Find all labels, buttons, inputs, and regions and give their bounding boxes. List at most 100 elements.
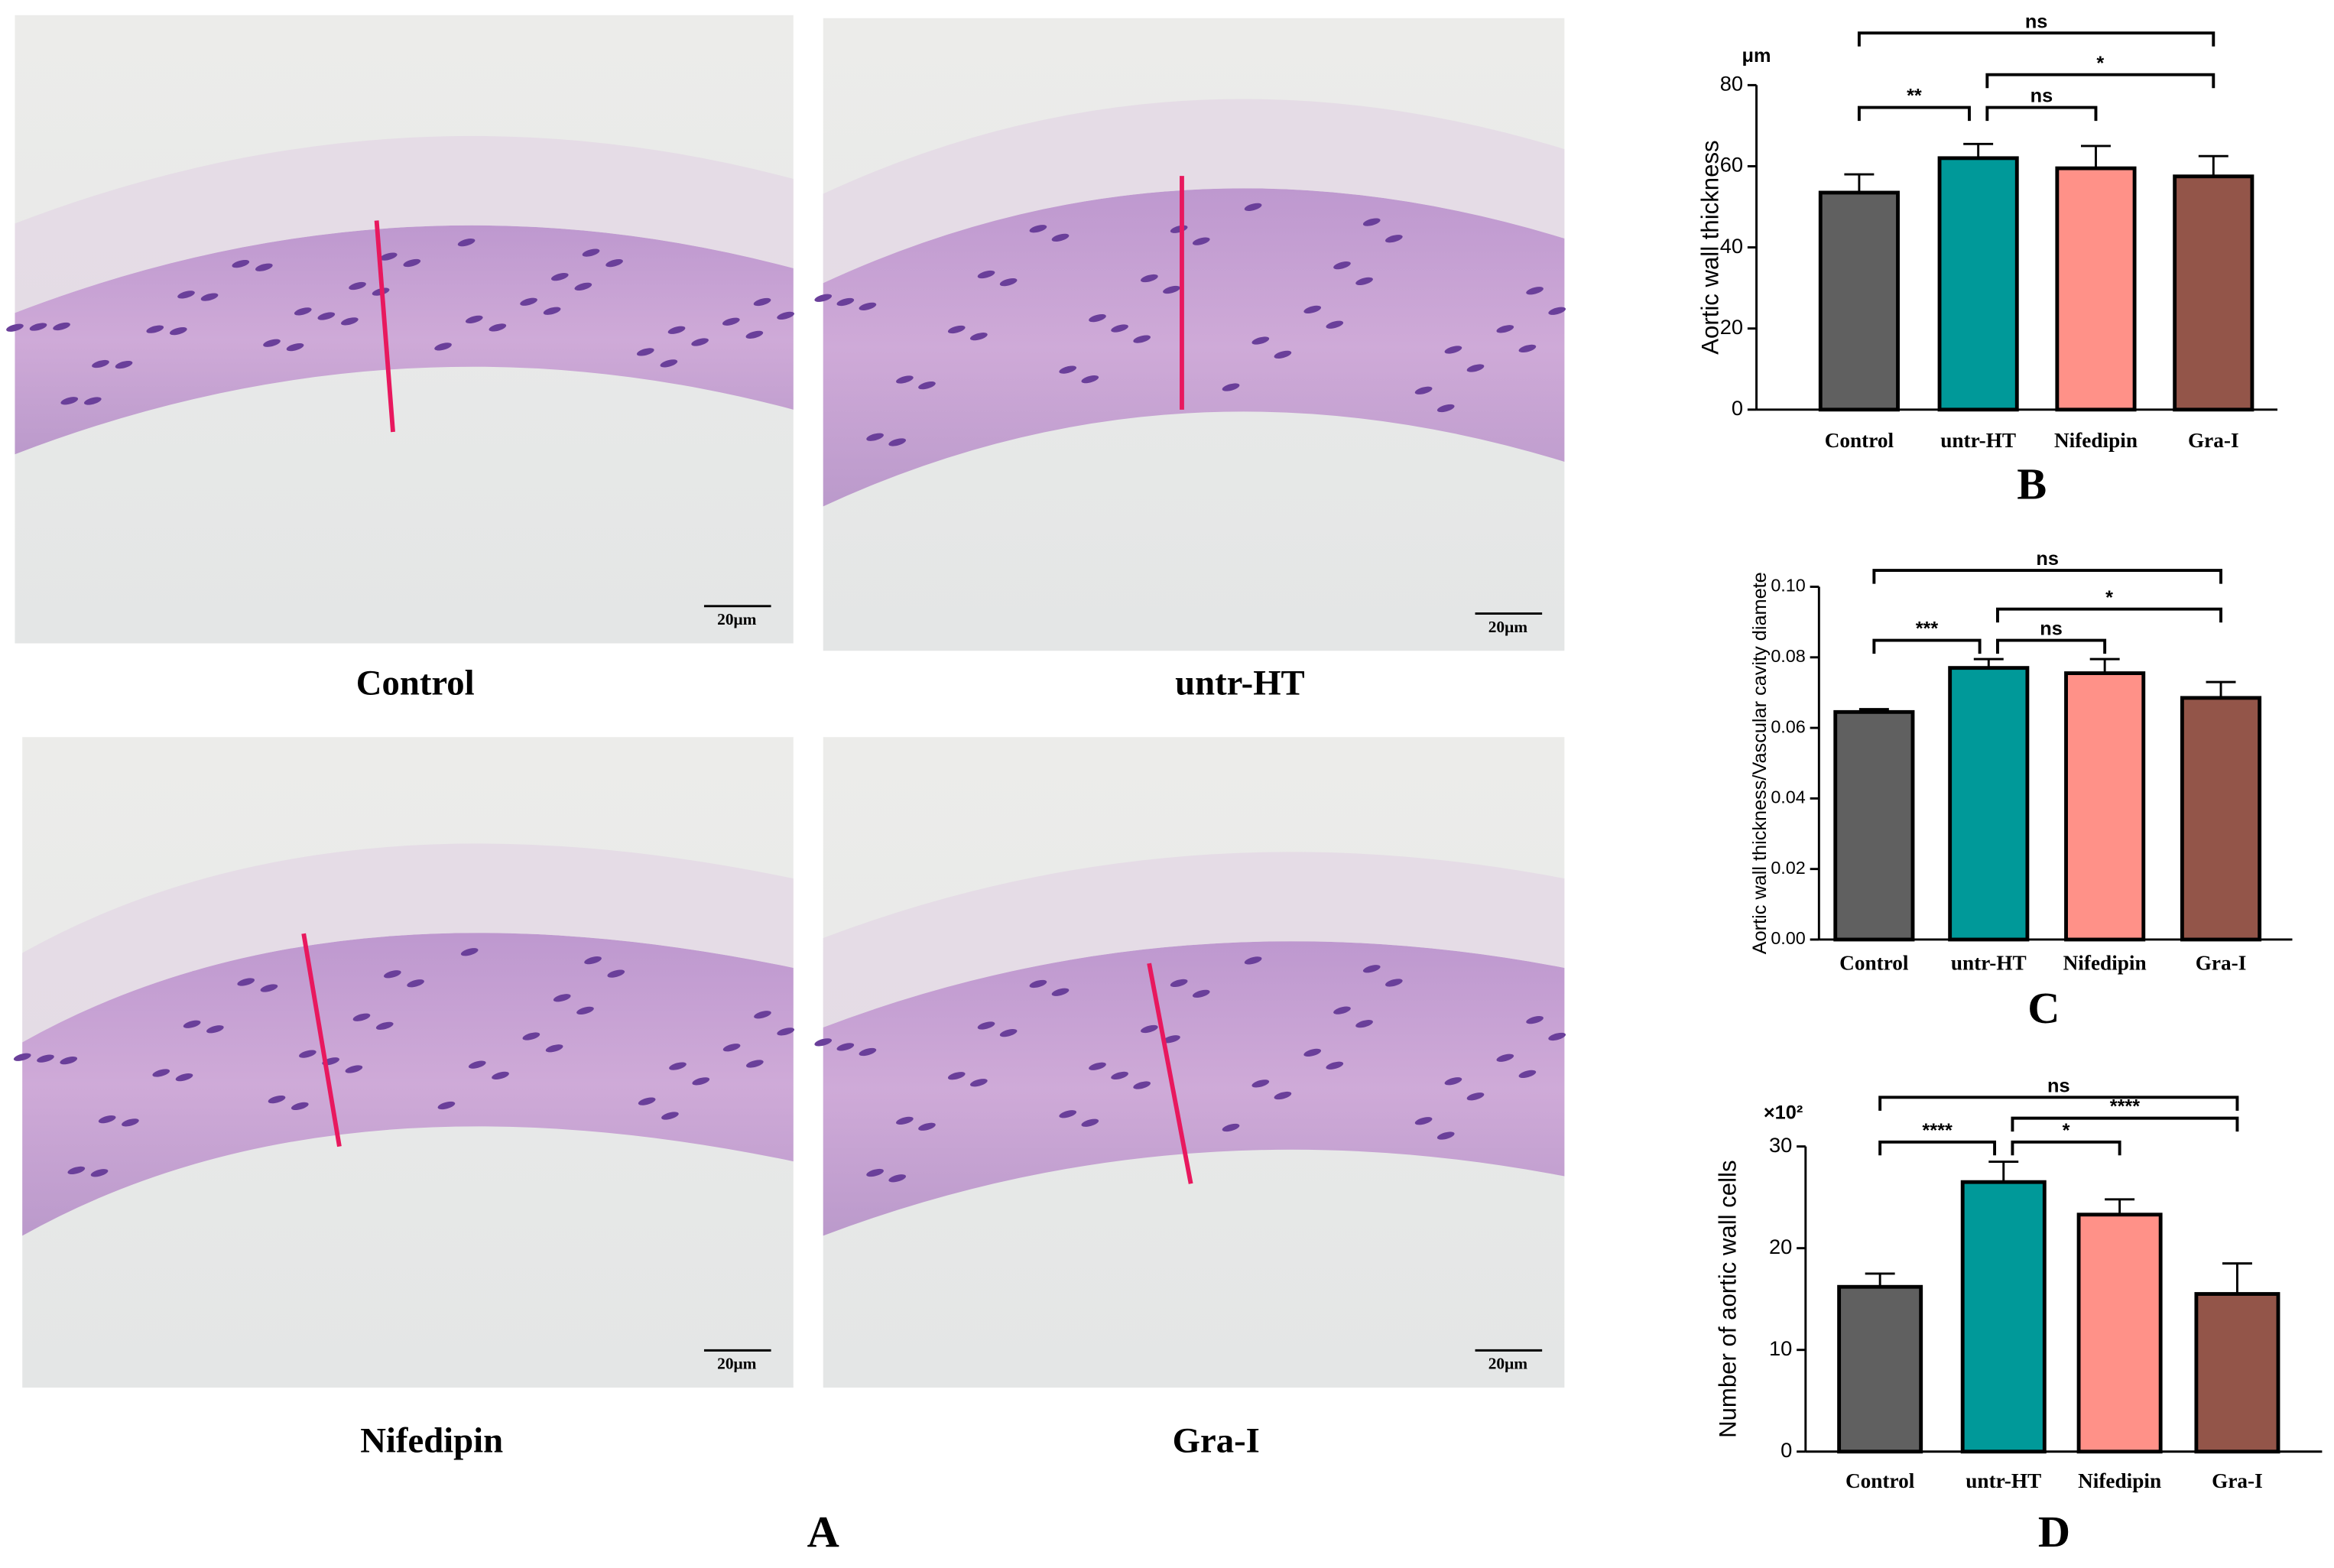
nucleus bbox=[692, 1077, 710, 1086]
nucleus bbox=[98, 1115, 116, 1124]
nucleus bbox=[722, 317, 740, 326]
x-tick-label: Control bbox=[1845, 1469, 1915, 1492]
nucleus bbox=[999, 1029, 1018, 1037]
nucleus bbox=[1355, 1020, 1373, 1028]
nucleus bbox=[574, 282, 592, 291]
micrograph: 20μm bbox=[814, 18, 1566, 651]
nucleus bbox=[605, 258, 623, 268]
x-tick-label: untr-HT bbox=[1940, 429, 2016, 452]
measure-line bbox=[1147, 963, 1193, 1184]
nucleus bbox=[1326, 1061, 1344, 1070]
nucleus bbox=[754, 1011, 771, 1019]
nucleus bbox=[457, 239, 476, 247]
nucleus bbox=[691, 338, 709, 346]
nucleus bbox=[1244, 203, 1262, 211]
nucleus bbox=[177, 291, 195, 299]
bar bbox=[2064, 671, 2146, 942]
panel-letter: A bbox=[807, 1507, 839, 1557]
nucleus bbox=[722, 1044, 741, 1052]
nucleus bbox=[836, 1043, 855, 1051]
adventitia bbox=[22, 843, 794, 1043]
nucleus bbox=[1436, 404, 1455, 413]
nucleus bbox=[468, 1060, 486, 1069]
nucleus bbox=[13, 1053, 31, 1061]
nucleus bbox=[1029, 979, 1047, 989]
y-unit: ×10² bbox=[1764, 1102, 1803, 1123]
nucleus bbox=[970, 333, 988, 341]
adventitia bbox=[823, 852, 1565, 1027]
significance-bracket bbox=[2011, 1116, 2239, 1132]
nucleus bbox=[492, 1071, 509, 1080]
nucleus bbox=[553, 994, 571, 1002]
significance-bracket bbox=[1996, 607, 2222, 623]
measure-line bbox=[374, 220, 395, 433]
nucleus bbox=[1029, 225, 1047, 233]
nucleus bbox=[545, 1044, 563, 1053]
nucleus bbox=[1163, 1035, 1180, 1044]
nucleus bbox=[1251, 1079, 1270, 1088]
nucleus bbox=[383, 970, 401, 979]
significance-label: ns bbox=[2047, 1075, 2070, 1096]
nucleus bbox=[29, 323, 47, 331]
y-tick-label: 30 bbox=[1769, 1133, 1792, 1157]
nucleus bbox=[294, 307, 312, 316]
nucleus bbox=[1274, 350, 1292, 359]
nucleus bbox=[1141, 1024, 1158, 1034]
nucleus bbox=[1496, 1053, 1514, 1062]
significance-bracket bbox=[1985, 106, 2098, 122]
significance-label: **** bbox=[2110, 1096, 2141, 1118]
nucleus bbox=[947, 1072, 966, 1080]
nucleus bbox=[1303, 305, 1322, 314]
nucleus bbox=[352, 1013, 371, 1021]
y-tick-label: 0.10 bbox=[1771, 576, 1805, 596]
nucleus bbox=[268, 1095, 286, 1104]
nucleus bbox=[1059, 365, 1077, 374]
nucleus bbox=[1548, 1032, 1566, 1041]
nucleus bbox=[1444, 346, 1462, 354]
nucleus bbox=[37, 1054, 54, 1063]
x-tick-label: untr-HT bbox=[1966, 1469, 2041, 1492]
y-tick-label: 80 bbox=[1720, 72, 1743, 96]
nucleus bbox=[1133, 335, 1151, 343]
y-tick-label: 0 bbox=[1781, 1438, 1792, 1462]
nucleus bbox=[341, 317, 359, 326]
nucleus bbox=[115, 360, 133, 369]
nucleus bbox=[1333, 261, 1351, 270]
nucleus bbox=[1414, 1117, 1433, 1125]
nucleus bbox=[317, 312, 336, 320]
nucleus bbox=[970, 1079, 988, 1087]
nucleus bbox=[1274, 1091, 1292, 1100]
nucleus bbox=[299, 1050, 317, 1058]
nucleus bbox=[1251, 336, 1270, 345]
nucleus bbox=[1170, 979, 1188, 988]
nucleus bbox=[152, 1069, 170, 1077]
nucleus bbox=[1192, 237, 1210, 245]
nucleus bbox=[1518, 344, 1537, 353]
bar bbox=[1833, 709, 1915, 942]
x-tick-label: untr-HT bbox=[1951, 951, 2027, 974]
nucleus bbox=[1444, 1077, 1462, 1086]
nucleus bbox=[175, 1073, 193, 1082]
nucleus bbox=[67, 1166, 86, 1175]
significance-bracket bbox=[1878, 1096, 2239, 1111]
nucleus bbox=[896, 375, 914, 384]
nucleus bbox=[638, 1097, 656, 1105]
tissue-band bbox=[22, 933, 794, 1236]
scale-bar-label: 20μm bbox=[1488, 618, 1528, 636]
significance-bracket bbox=[1996, 638, 2107, 654]
tissue-band bbox=[15, 225, 794, 455]
nucleus bbox=[669, 1062, 687, 1070]
significance-label: * bbox=[2096, 53, 2104, 74]
nucleus bbox=[1081, 1118, 1099, 1127]
nucleus bbox=[607, 969, 625, 978]
y-tick-label: 20 bbox=[1720, 315, 1743, 339]
nucleus bbox=[859, 302, 877, 310]
y-tick-label: 0.04 bbox=[1771, 787, 1805, 807]
nucleus bbox=[92, 359, 109, 368]
x-tick-label: Control bbox=[1825, 429, 1894, 452]
nucleus bbox=[60, 1057, 78, 1065]
y-tick-label: 10 bbox=[1769, 1336, 1792, 1360]
y-unit: μm bbox=[1742, 45, 1771, 67]
y-tick-label: 60 bbox=[1720, 153, 1743, 177]
